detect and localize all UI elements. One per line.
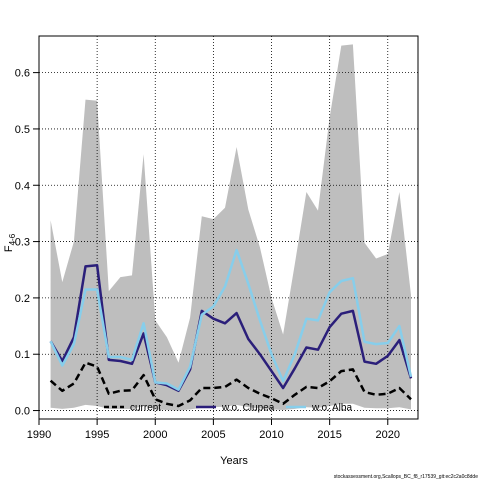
axes: 1990 1995 2000 2005 2010 2015 2020 0.0 0.1 0.2 0.3…: [15, 35, 419, 441]
x-tick-label-1990: 1990: [27, 429, 51, 441]
y-axis-title-subscript: 4-6: [8, 233, 17, 245]
y-tick-label-0.1: 0.1: [15, 349, 30, 361]
y-axis-title: F4-6: [3, 233, 17, 252]
y-tick-label-0: 0.0: [15, 406, 30, 418]
legend-label-1: w.o. Clupea: [221, 403, 275, 414]
y-tick-label-0.2: 0.2: [15, 293, 30, 305]
series-line-2: [49, 248, 413, 391]
x-axis-title: Years: [220, 455, 248, 467]
x-tick-label-2000: 2000: [143, 429, 167, 441]
series-line-0: [49, 361, 412, 408]
band-area: [50, 44, 411, 411]
x-tick-label-2010: 2010: [259, 429, 283, 441]
y-tick-label-0.3: 0.3: [15, 237, 30, 249]
y-axis-title-main: F: [3, 245, 15, 252]
y-tick-label-0.5: 0.5: [15, 124, 30, 136]
series-lines: [49, 248, 413, 408]
legend-label-0: current: [130, 403, 161, 414]
series-line-1: [49, 263, 413, 393]
x-tick-label-2005: 2005: [201, 429, 225, 441]
legend-label-2: w.o. Alba: [311, 403, 352, 414]
x-tick-label-2015: 2015: [317, 429, 341, 441]
plot-frame: [38, 35, 419, 420]
legend: current w.o. Clupea w.o. Alba: [104, 403, 352, 414]
y-axis-title-group: F4-6: [3, 233, 17, 252]
x-tick-label-1995: 1995: [85, 429, 109, 441]
footer-credit: stockassessment.org,Scallops_BC_f8_r1753…: [334, 474, 478, 480]
y-tick-label-0.6: 0.6: [15, 68, 30, 80]
y-tick-label-0.4: 0.4: [15, 180, 30, 192]
x-tick-label-2020: 2020: [376, 429, 400, 441]
confidence-band: [50, 44, 411, 411]
